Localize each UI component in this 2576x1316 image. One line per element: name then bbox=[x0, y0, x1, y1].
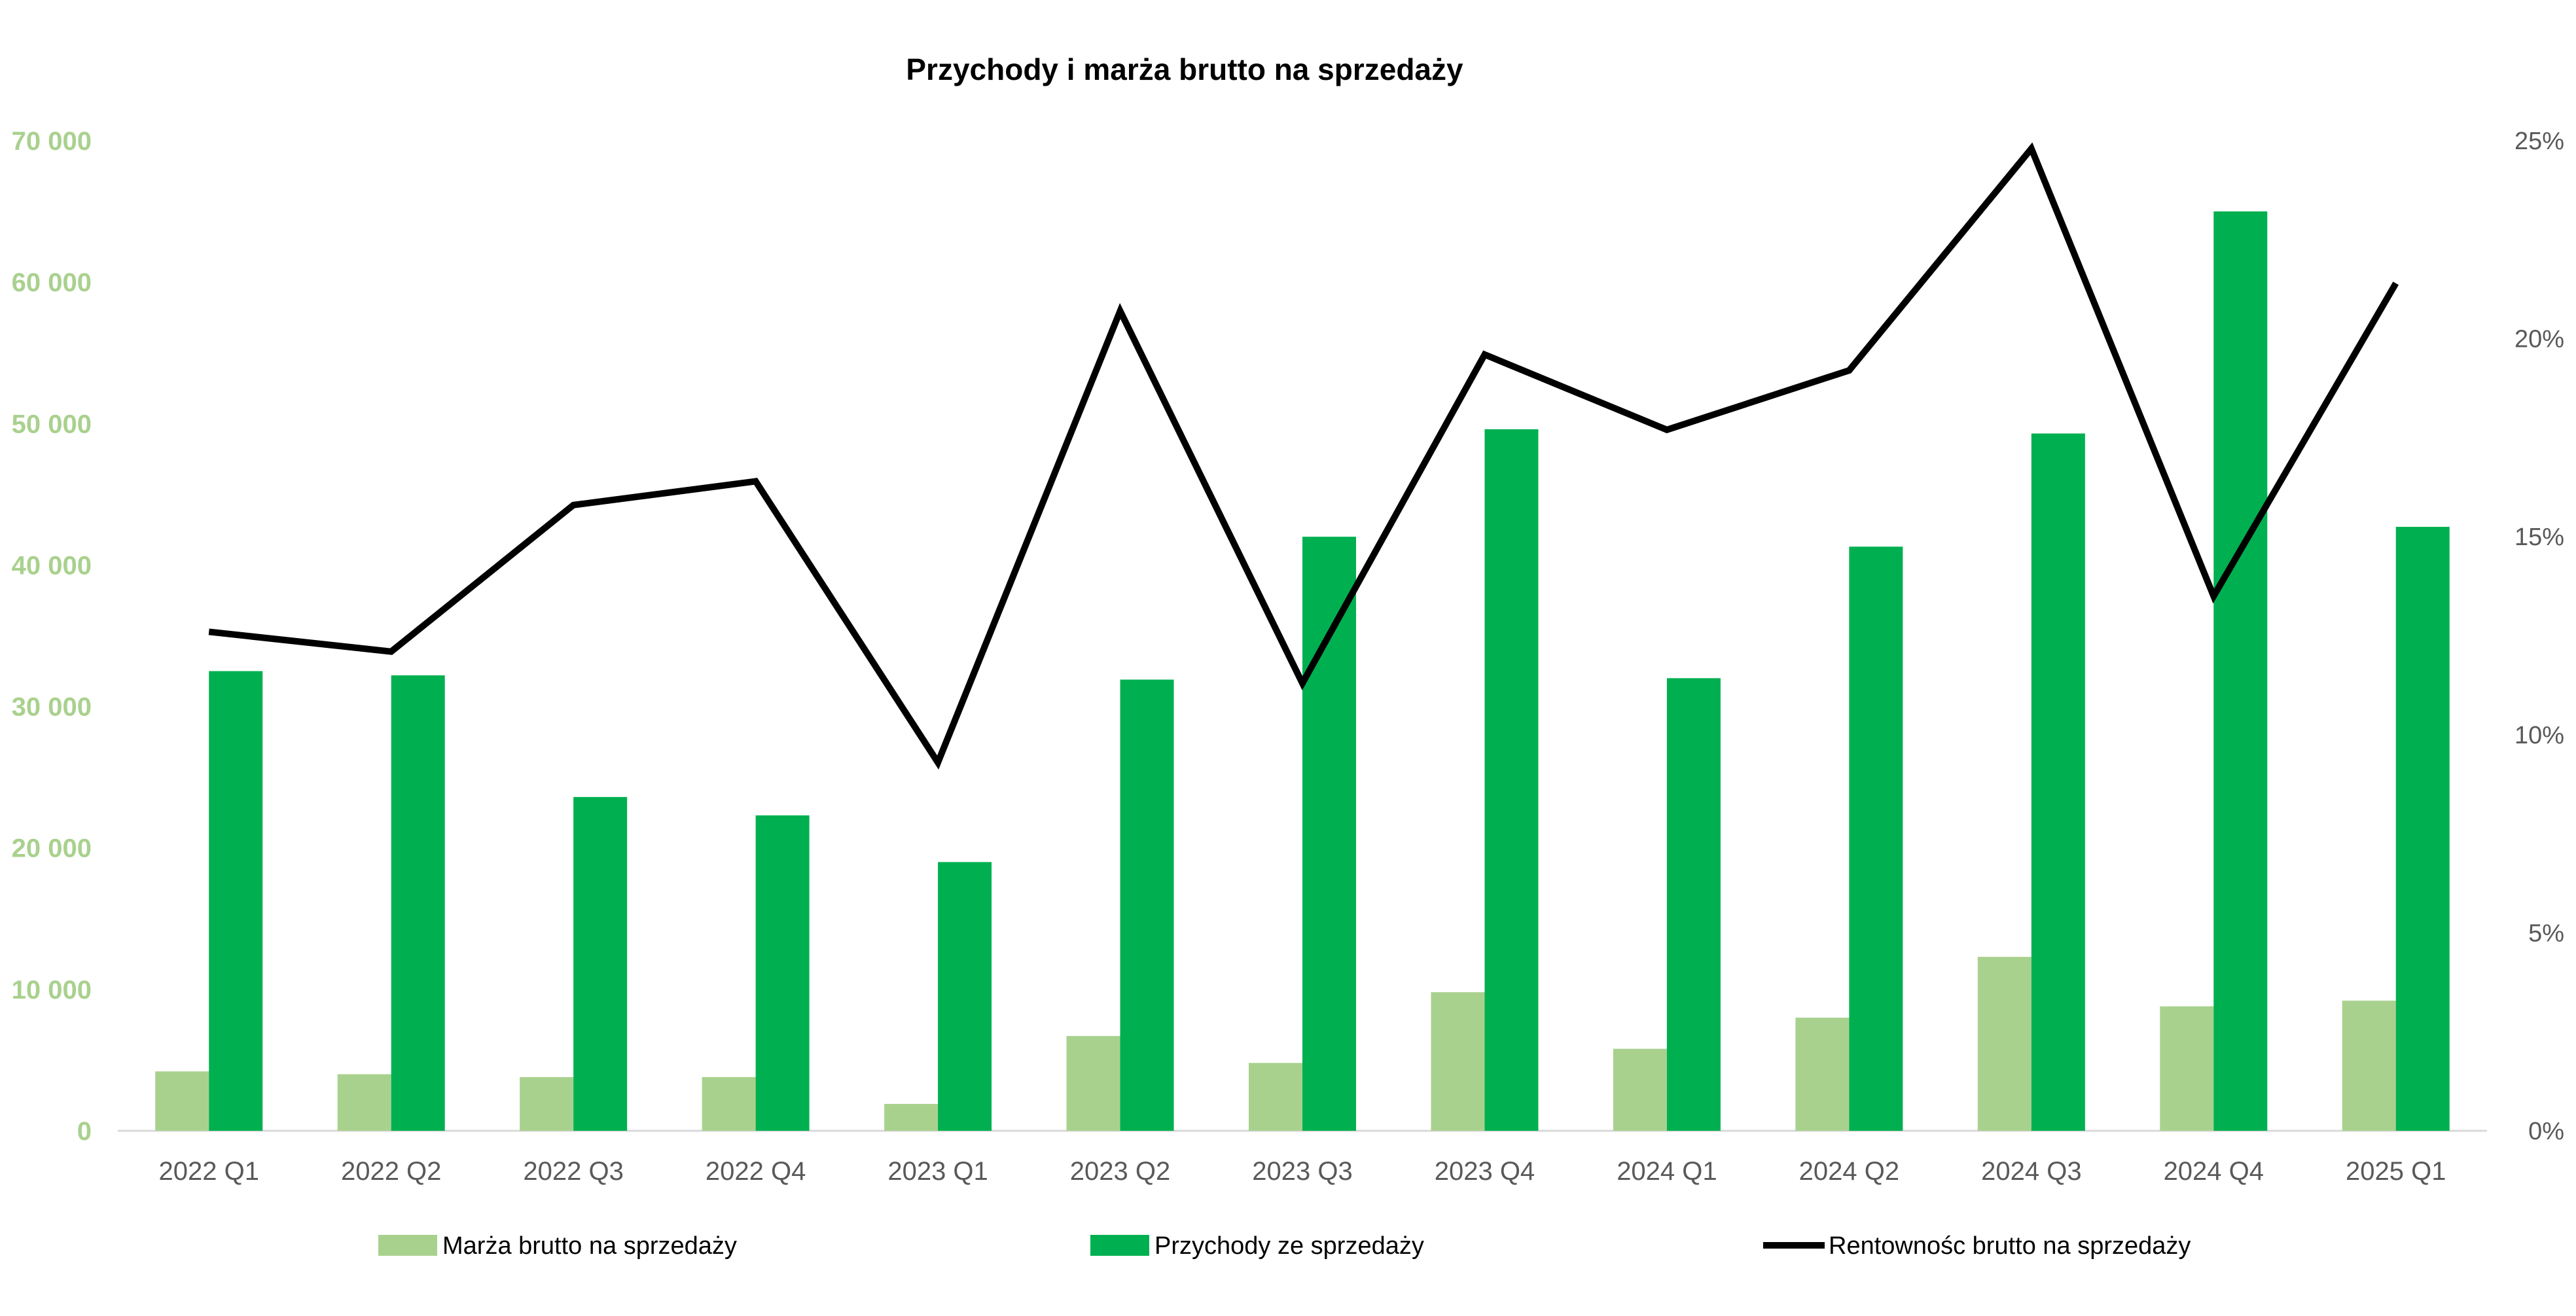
bar-series1-5 bbox=[938, 862, 992, 1131]
x-tick-label: 2022 Q3 bbox=[523, 1157, 623, 1186]
chart-title: Przychody i marża brutto na sprzedaży bbox=[906, 52, 1463, 86]
line-series bbox=[208, 142, 2399, 770]
bar-series1-2 bbox=[391, 675, 445, 1131]
bar-series1-10 bbox=[1849, 546, 1903, 1131]
bar-series1-6 bbox=[1120, 679, 1174, 1131]
x-tick-label: 2023 Q2 bbox=[1070, 1157, 1170, 1186]
x-tick-label: 2024 Q1 bbox=[1617, 1157, 1717, 1186]
legend-label-2: Przychody ze sprzedaży bbox=[1154, 1232, 1424, 1260]
x-tick-label: 2022 Q2 bbox=[341, 1157, 441, 1186]
y-left-tick: 40 000 bbox=[12, 551, 92, 580]
x-tick-label: 2023 Q4 bbox=[1435, 1157, 1535, 1186]
bar-series1-13 bbox=[2395, 527, 2450, 1131]
bar-series0-7 bbox=[1249, 1063, 1302, 1131]
x-tick-label: 2023 Q3 bbox=[1252, 1157, 1352, 1186]
bar-series0-12 bbox=[2160, 1006, 2214, 1131]
x-tick-label: 2024 Q3 bbox=[1981, 1157, 2081, 1186]
y-right-tick: 15% bbox=[2514, 524, 2564, 551]
x-tick-label: 2024 Q4 bbox=[2164, 1157, 2264, 1186]
x-axis-ticks: 2022 Q1 2022 Q2 2022 Q3 2022 Q4 2023 Q1 2023 … bbox=[158, 1157, 2446, 1186]
bar-series1-8 bbox=[1484, 429, 1539, 1131]
y-left-tick: 50 000 bbox=[12, 410, 92, 438]
y-right-tick: 20% bbox=[2514, 326, 2564, 353]
x-tick-label: 2025 Q1 bbox=[2346, 1157, 2446, 1186]
y-axis-right: 0% 5% 10% 15% 20% 25% bbox=[2514, 128, 2564, 1145]
bars bbox=[155, 211, 2450, 1131]
x-tick-label: 2023 Q1 bbox=[887, 1157, 988, 1186]
x-tick-label: 2024 Q2 bbox=[1799, 1157, 1899, 1186]
y-right-tick: 5% bbox=[2528, 919, 2564, 947]
line-series2 bbox=[208, 142, 2399, 770]
bar-series0-2 bbox=[337, 1074, 391, 1131]
y-left-tick: 30 000 bbox=[12, 693, 92, 722]
x-tick-label: 2022 Q4 bbox=[706, 1157, 806, 1186]
bar-series1-11 bbox=[2031, 433, 2085, 1131]
y-axis-left: 0 10 000 20 000 30 000 40 000 50 000 60 000 70 … bbox=[12, 127, 92, 1146]
bar-series0-9 bbox=[1613, 1048, 1667, 1131]
bar-series1-1 bbox=[209, 671, 263, 1131]
bar-series0-8 bbox=[1431, 992, 1485, 1131]
y-left-tick: 10 000 bbox=[12, 976, 92, 1005]
legend: Marża brutto na sprzedaży Przychody ze sp… bbox=[378, 1232, 2191, 1260]
bar-series0-4 bbox=[702, 1076, 756, 1131]
bar-series1-12 bbox=[2213, 211, 2268, 1131]
legend-label-1: Marża brutto na sprzedaży bbox=[442, 1232, 737, 1260]
y-left-tick: 0 bbox=[77, 1117, 92, 1146]
y-left-tick: 20 000 bbox=[12, 834, 92, 863]
bar-series1-9 bbox=[1666, 678, 1721, 1131]
bar-series1-7 bbox=[1302, 537, 1356, 1131]
bar-series0-5 bbox=[884, 1103, 939, 1131]
bar-series0-10 bbox=[1795, 1018, 1850, 1131]
bar-series1-3 bbox=[573, 796, 628, 1131]
y-left-tick: 70 000 bbox=[12, 127, 92, 156]
y-right-tick: 25% bbox=[2514, 128, 2564, 155]
legend-label-3: Rentownośc brutto na sprzedaży bbox=[1829, 1232, 2191, 1260]
legend-swatch-2 bbox=[1090, 1235, 1149, 1256]
y-left-tick: 60 000 bbox=[12, 268, 92, 297]
bar-series1-4 bbox=[755, 815, 810, 1131]
bar-series0-11 bbox=[1977, 957, 2031, 1131]
y-right-tick: 10% bbox=[2514, 722, 2564, 749]
x-tick-label: 2022 Q1 bbox=[158, 1157, 259, 1186]
legend-swatch-1 bbox=[378, 1235, 437, 1256]
bar-series0-6 bbox=[1066, 1036, 1120, 1131]
bar-series0-1 bbox=[155, 1071, 209, 1131]
y-right-tick: 0% bbox=[2528, 1118, 2564, 1145]
bar-series0-3 bbox=[520, 1076, 574, 1131]
bar-series0-13 bbox=[2342, 1001, 2396, 1131]
